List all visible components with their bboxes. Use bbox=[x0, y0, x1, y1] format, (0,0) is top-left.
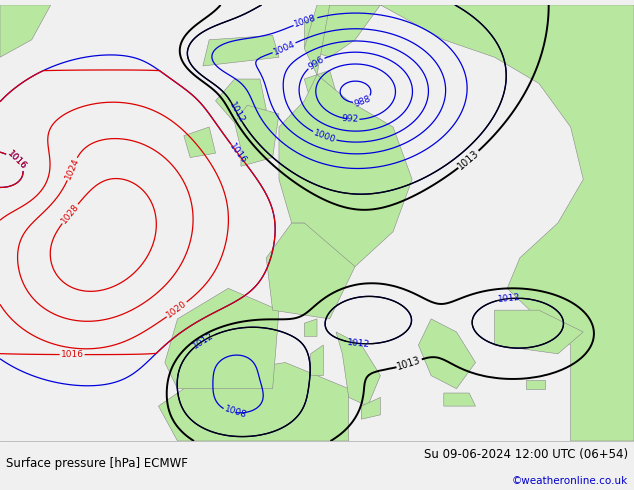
Polygon shape bbox=[495, 310, 583, 354]
Text: 1013: 1013 bbox=[456, 148, 481, 171]
Polygon shape bbox=[203, 35, 279, 66]
Polygon shape bbox=[444, 393, 476, 406]
Text: 1008: 1008 bbox=[293, 13, 318, 29]
Text: 1012: 1012 bbox=[497, 293, 521, 304]
Polygon shape bbox=[235, 105, 279, 166]
Text: 1016: 1016 bbox=[6, 149, 29, 172]
Text: 1020: 1020 bbox=[165, 299, 189, 320]
Polygon shape bbox=[216, 79, 266, 122]
Polygon shape bbox=[336, 332, 380, 406]
Text: 1008: 1008 bbox=[223, 405, 248, 420]
Polygon shape bbox=[304, 70, 336, 101]
Polygon shape bbox=[526, 380, 545, 389]
Text: 1012: 1012 bbox=[191, 331, 216, 350]
Polygon shape bbox=[304, 5, 380, 57]
Text: ©weatheronline.co.uk: ©weatheronline.co.uk bbox=[512, 476, 628, 486]
Polygon shape bbox=[279, 5, 634, 441]
Text: 1016: 1016 bbox=[228, 142, 249, 166]
Polygon shape bbox=[304, 319, 317, 336]
Text: 1012: 1012 bbox=[347, 338, 370, 349]
Text: 992: 992 bbox=[341, 114, 359, 124]
Text: Surface pressure [hPa] ECMWF: Surface pressure [hPa] ECMWF bbox=[6, 457, 188, 469]
Polygon shape bbox=[361, 397, 380, 419]
Text: 1000: 1000 bbox=[312, 128, 337, 145]
Polygon shape bbox=[158, 363, 349, 441]
Text: 1016: 1016 bbox=[61, 350, 84, 359]
Text: 988: 988 bbox=[353, 94, 372, 109]
Text: Su 09-06-2024 12:00 UTC (06+54): Su 09-06-2024 12:00 UTC (06+54) bbox=[424, 448, 628, 461]
Text: 1004: 1004 bbox=[272, 39, 297, 56]
Text: 1012: 1012 bbox=[227, 100, 246, 124]
Text: 1013: 1013 bbox=[396, 355, 422, 372]
Polygon shape bbox=[418, 319, 476, 389]
Polygon shape bbox=[235, 101, 254, 110]
Text: 1016: 1016 bbox=[6, 149, 29, 172]
Polygon shape bbox=[184, 127, 216, 157]
Polygon shape bbox=[165, 288, 279, 389]
Polygon shape bbox=[266, 223, 355, 319]
Text: 1028: 1028 bbox=[59, 202, 81, 225]
Polygon shape bbox=[0, 5, 51, 57]
Polygon shape bbox=[311, 345, 323, 375]
Text: 996: 996 bbox=[306, 54, 326, 71]
Text: 1024: 1024 bbox=[63, 157, 81, 181]
